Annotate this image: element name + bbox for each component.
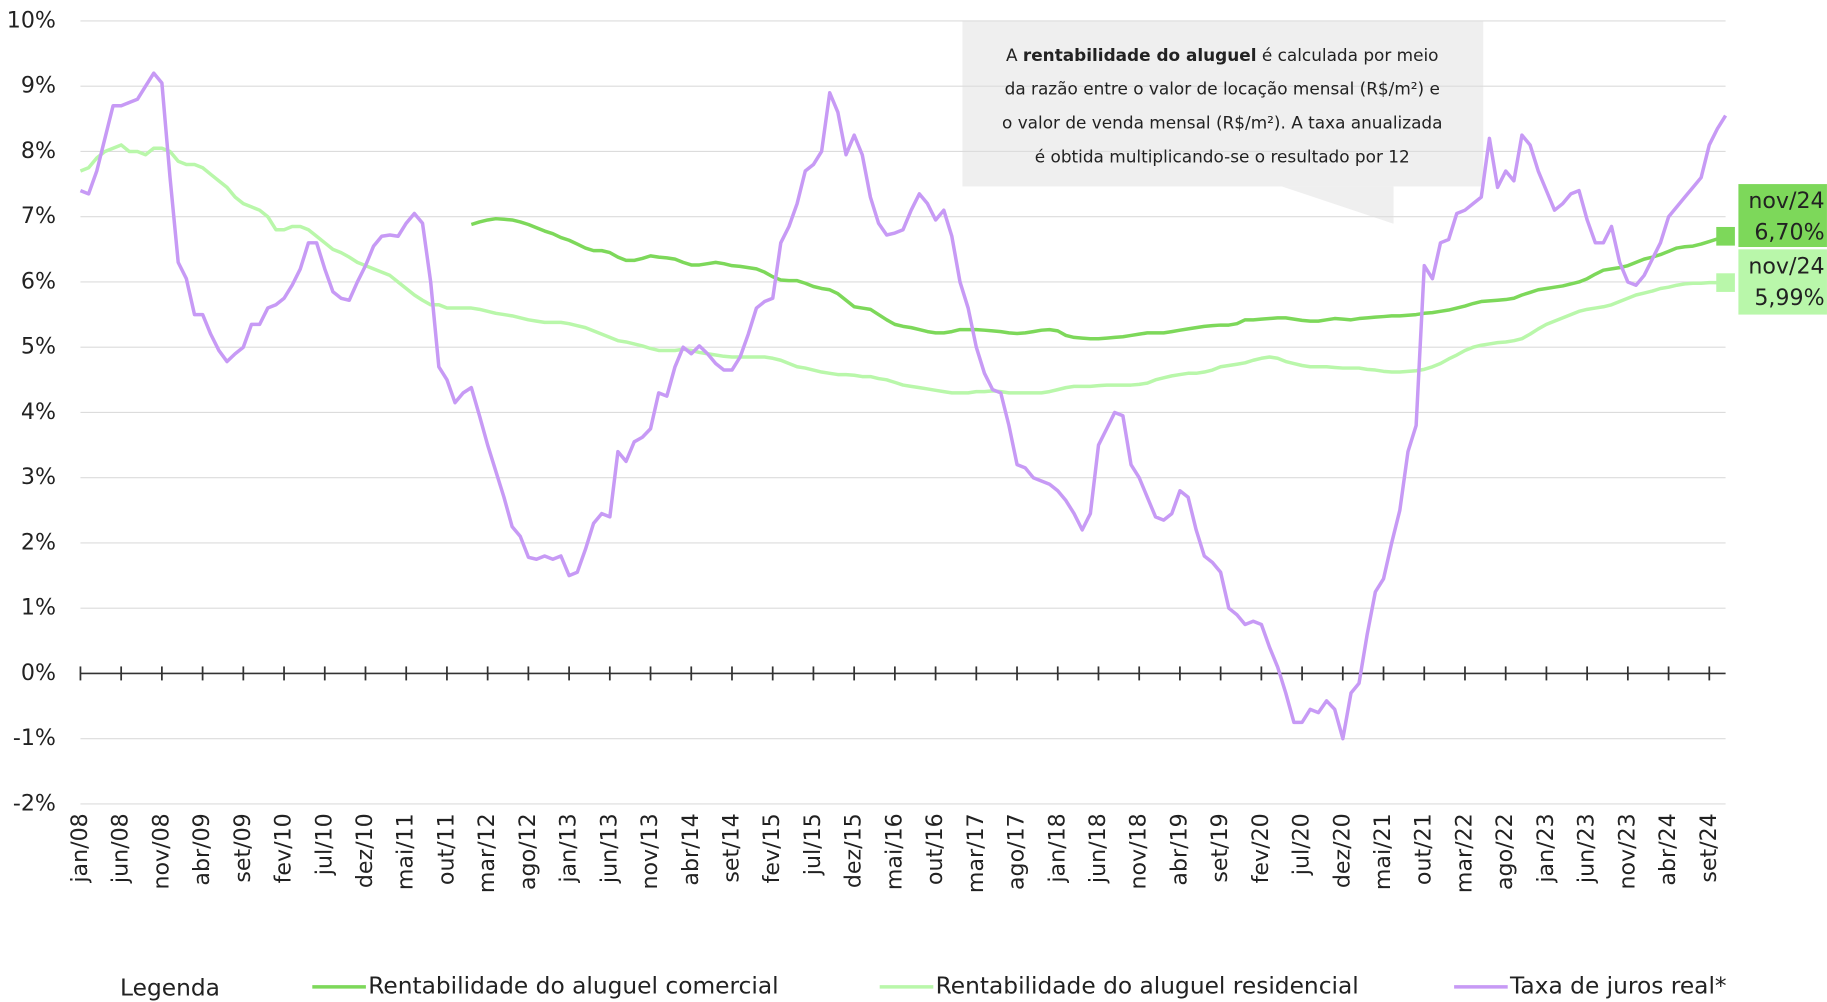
x-tick-label: out/21: [1411, 813, 1437, 885]
annotation-part: o valor de venda mensal (R$/m²). A taxa …: [1002, 113, 1442, 133]
annotation-pointer: [1281, 186, 1394, 224]
x-tick-label: jul/10: [311, 813, 337, 876]
x-tick-label: dez/20: [1329, 813, 1355, 888]
y-tick-label: -1%: [13, 725, 56, 751]
annotation-part: A: [1006, 45, 1023, 65]
annotation-text: da razão entre o valor de locação mensal…: [1005, 79, 1440, 99]
x-tick-label: fev/20: [1248, 813, 1274, 883]
y-tick-label: 10%: [7, 7, 56, 33]
x-tick-label: fev/10: [271, 813, 297, 883]
x-tick-label: jun/23: [1574, 813, 1600, 884]
y-tick-label: -2%: [13, 790, 56, 816]
annotation-text: o valor de venda mensal (R$/m²). A taxa …: [1002, 113, 1442, 133]
y-tick-label: 1%: [21, 595, 56, 621]
x-tick-label: mar/12: [474, 813, 500, 893]
series-line: [79, 71, 1728, 741]
x-tick-label: jan/08: [67, 813, 93, 883]
x-tick-label: mai/11: [393, 813, 419, 890]
end-marker: [1716, 226, 1735, 246]
x-tick-label: jun/08: [108, 813, 134, 884]
y-tick-label: 5%: [21, 334, 56, 360]
x-tick-label: jul/20: [1289, 813, 1315, 876]
x-tick-label: ago/17: [1004, 813, 1030, 890]
y-tick-label: 2%: [21, 529, 56, 555]
annotation-part: é obtida multiplicando-se o resultado po…: [1035, 146, 1410, 166]
x-tick-label: abr/14: [678, 813, 704, 885]
x-tick-label: jan/18: [1044, 813, 1070, 883]
y-tick-label: 4%: [21, 399, 56, 425]
end-label: 6,70%: [1754, 220, 1824, 246]
legend-label: Rentabilidade do aluguel residencial: [936, 972, 1359, 999]
x-tick-label: jan/13: [556, 813, 582, 883]
x-tick-label: set/24: [1696, 813, 1722, 882]
x-tick-label: jun/13: [596, 813, 622, 884]
x-tick-label: set/09: [230, 813, 256, 882]
x-tick-label: abr/24: [1655, 813, 1681, 885]
y-tick-label: 6%: [21, 268, 56, 294]
y-tick-label: 0%: [21, 660, 56, 686]
x-tick-label: nov/13: [637, 813, 663, 889]
x-tick-label: dez/10: [352, 813, 378, 888]
x-tick-label: jul/15: [800, 813, 826, 876]
legend-label: Taxa de juros real*: [1509, 972, 1727, 999]
legend-title: Legenda: [120, 975, 220, 1002]
x-tick-label: jun/18: [1085, 813, 1111, 884]
x-tick-label: mar/17: [963, 813, 989, 893]
y-tick-label: 9%: [21, 73, 56, 99]
y-tick-label: 3%: [21, 464, 56, 490]
series-line: [470, 216, 1727, 341]
x-tick-label: dez/15: [841, 813, 867, 888]
annotation-part: da razão entre o valor de locação mensal…: [1005, 79, 1440, 99]
x-tick-label: out/16: [922, 813, 948, 885]
end-label: nov/24: [1748, 253, 1824, 279]
x-tick-label: set/14: [718, 813, 744, 882]
x-tick-label: nov/23: [1614, 813, 1640, 889]
x-tick-label: abr/09: [189, 813, 215, 885]
y-tick-label: 7%: [21, 203, 56, 229]
x-tick-label: out/11: [433, 813, 459, 885]
x-tick-label: mai/21: [1370, 813, 1396, 890]
x-tick-label: mar/22: [1451, 813, 1477, 893]
annotation-text: A rentabilidade do aluguel é calculada p…: [1006, 45, 1439, 65]
annotation-part: é calculada por meio: [1257, 45, 1439, 65]
x-tick-label: abr/19: [1166, 813, 1192, 885]
annotation: [962, 20, 1484, 224]
legend-label: Rentabilidade do aluguel comercial: [368, 972, 778, 999]
x-tick-label: ago/22: [1492, 813, 1518, 890]
annotation-text: é obtida multiplicando-se o resultado po…: [1035, 146, 1410, 166]
x-tick-label: mai/16: [881, 813, 907, 890]
x-tick-label: nov/18: [1126, 813, 1152, 889]
series-line: [79, 143, 1726, 395]
end-label: 5,99%: [1754, 285, 1824, 311]
annotation-part: rentabilidade do aluguel: [1023, 45, 1257, 65]
y-tick-label: 8%: [21, 138, 56, 164]
end-marker: [1716, 273, 1735, 292]
end-label-box: [1738, 184, 1827, 248]
end-label: nov/24: [1748, 188, 1824, 214]
x-tick-label: jan/23: [1533, 813, 1559, 883]
x-tick-label: ago/12: [515, 813, 541, 890]
x-tick-label: nov/08: [148, 813, 174, 889]
x-tick-label: fev/15: [759, 813, 785, 883]
annotation-box: [962, 20, 1484, 187]
end-label-box: [1738, 249, 1827, 315]
x-tick-label: set/19: [1207, 813, 1233, 882]
